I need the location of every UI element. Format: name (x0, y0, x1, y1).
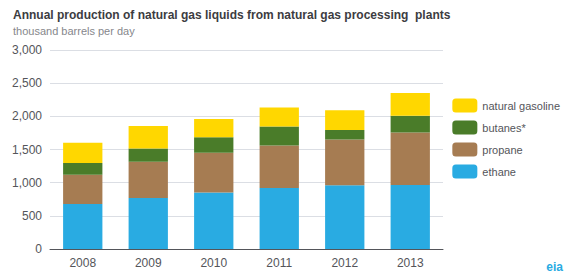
svg-text:Annual production of natural g: Annual production of natural gas liquids… (13, 8, 451, 22)
svg-text:eia: eia (546, 260, 563, 274)
svg-text:2,500: 2,500 (12, 76, 42, 90)
svg-text:0: 0 (35, 242, 42, 256)
svg-text:1,000: 1,000 (12, 176, 42, 190)
svg-text:2012: 2012 (331, 256, 358, 270)
svg-text:2008: 2008 (69, 256, 96, 270)
svg-text:2,000: 2,000 (12, 109, 42, 123)
svg-text:2010: 2010 (200, 256, 227, 270)
svg-text:2013: 2013 (397, 256, 424, 270)
svg-text:propane: propane (482, 144, 522, 156)
svg-text:500: 500 (22, 209, 42, 223)
svg-text:thousand barrels per day: thousand barrels per day (13, 25, 135, 37)
svg-text:butanes*: butanes* (482, 122, 526, 134)
svg-text:1,500: 1,500 (12, 143, 42, 157)
svg-text:natural gasoline: natural gasoline (482, 100, 560, 112)
svg-text:3,000: 3,000 (12, 43, 42, 57)
svg-text:2009: 2009 (135, 256, 162, 270)
svg-text:2011: 2011 (266, 256, 292, 270)
svg-text:ethane: ethane (482, 166, 516, 178)
